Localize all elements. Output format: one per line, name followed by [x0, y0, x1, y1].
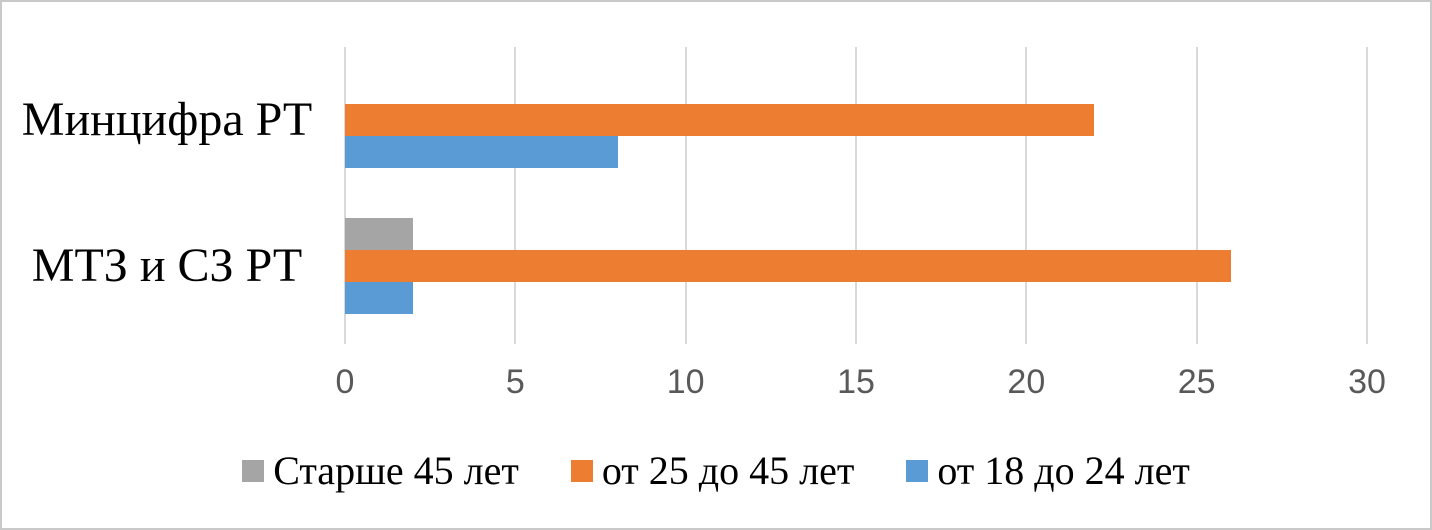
legend-swatch-icon — [570, 460, 593, 482]
gridline — [1195, 47, 1198, 344]
bar-series-2-cat-1 — [345, 282, 414, 314]
x-tick-label: 0 — [335, 363, 355, 401]
category-label: МТЗ и СЗ РТ — [31, 239, 303, 292]
gridline — [514, 47, 517, 344]
gridline — [684, 47, 687, 344]
gridline — [1366, 47, 1368, 344]
x-tick-label: 20 — [1007, 363, 1046, 401]
gridline — [344, 47, 346, 344]
bar-series-1-cat-0 — [345, 104, 1095, 136]
x-tick-label: 30 — [1348, 363, 1386, 401]
gridline — [855, 47, 857, 344]
bar-series-1-cat-1 — [345, 250, 1231, 282]
legend-item: от 25 до 45 лет — [570, 448, 855, 494]
legend-swatch-icon — [242, 460, 265, 482]
legend: Старше 45 лет от 25 до 45 лет от 18 до 24 … — [2, 448, 1430, 494]
legend-label: от 25 до 45 лет — [601, 448, 855, 493]
plot-area: 0 5 10 15 20 25 30 — [336, 47, 1386, 399]
legend-label: от 18 до 24 лет — [937, 448, 1190, 493]
category-label: Минцифра РТ — [21, 93, 313, 146]
x-tick-label: 25 — [1177, 363, 1216, 401]
bar-series-0-cat-1 — [345, 218, 414, 250]
bar-series-2-cat-0 — [345, 136, 618, 168]
x-tick-label: 10 — [666, 363, 705, 401]
legend-swatch-icon — [906, 460, 929, 482]
legend-item: Старше 45 лет — [242, 448, 519, 494]
category-band — [345, 47, 1367, 193]
gridline — [1025, 47, 1028, 344]
x-tick-label: 15 — [837, 363, 875, 401]
category-band — [345, 193, 1367, 339]
x-tick-label: 5 — [505, 363, 525, 401]
legend-label: Старше 45 лет — [273, 448, 519, 493]
legend-item: от 18 до 24 лет — [906, 448, 1190, 494]
